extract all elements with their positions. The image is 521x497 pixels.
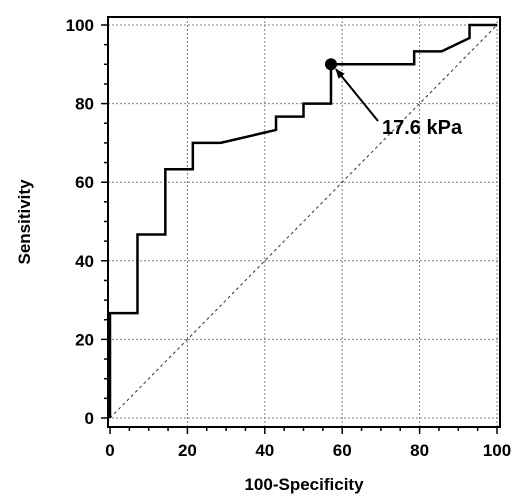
plot-frame (107, 16, 501, 428)
optimal-cutoff-point (324, 58, 337, 71)
x-tick-label: 60 (333, 441, 352, 460)
reference-diagonal-line (109, 24, 498, 419)
y-tick-label: 0 (85, 409, 94, 428)
y-tick-label: 40 (75, 252, 94, 271)
x-tick-label: 0 (105, 441, 114, 460)
x-tick-label: 40 (255, 441, 274, 460)
y-tick-label: 60 (75, 173, 94, 192)
roc-curve-line (108, 23, 497, 418)
x-tick-label: 20 (178, 441, 197, 460)
y-tick-label: 20 (75, 330, 94, 349)
y-tick-label: 80 (75, 95, 94, 114)
x-tick-label: 100 (483, 441, 511, 460)
x-axis-label: 100-Specificity (244, 475, 364, 494)
y-tick-label: 100 (66, 16, 94, 35)
axis-ticks: 0 20 40 60 80 100 0 20 40 60 80 100 (66, 16, 512, 460)
annotation-group: 17.6 kPa (335, 68, 463, 139)
roc-curve-group (108, 23, 497, 418)
annotation-arrow (335, 68, 379, 122)
x-tick-label: 80 (410, 441, 429, 460)
reference-line-group (109, 24, 498, 419)
annotation-label: 17.6 kPa (382, 117, 463, 139)
y-axis-label: Sensitivity (15, 179, 34, 265)
grid (108, 17, 500, 427)
